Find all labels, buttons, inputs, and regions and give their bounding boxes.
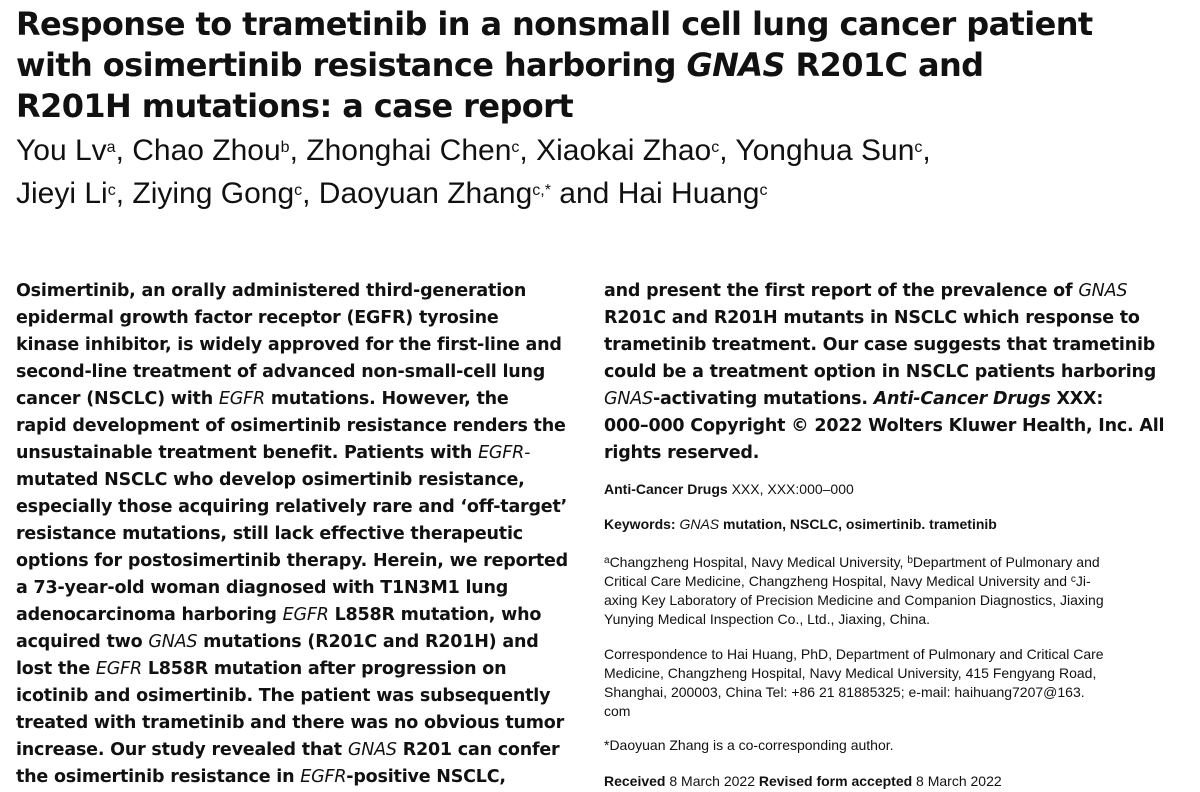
- abstract-line: second-line treatment of advanced non-sm…: [16, 362, 546, 382]
- affiliation-line: Yunying Medical Inspection Co., Ltd., Ji…: [604, 611, 931, 627]
- author-name: Yonghua Sun: [735, 134, 915, 167]
- dates-line: Received 8 March 2022 Revised form accep…: [604, 773, 1002, 789]
- author-affiliation-mark: c: [914, 139, 923, 156]
- affiliations: aChangzheng Hospital, Navy Medical Unive…: [604, 553, 1184, 629]
- author-affiliation-mark: a: [106, 139, 116, 156]
- abstract-line: could be a treatment option in NSCLC pat…: [604, 362, 1157, 382]
- abstract-line: GNAS-activating mutations. Anti-Cancer D…: [604, 389, 1104, 409]
- correspondence: Correspondence to Hai Huang, PhD, Depart…: [604, 645, 1184, 721]
- abstract-line: kinase inhibitor, is widely approved for…: [16, 335, 562, 355]
- affiliation-line: aChangzheng Hospital, Navy Medical Unive…: [604, 554, 1100, 570]
- abstract-column-2: and present the first report of the prev…: [604, 278, 1184, 467]
- keywords-line: Keywords: GNAS mutation, NSCLC, osimerti…: [604, 516, 997, 532]
- abstract-line: treated with trametinib and there was no…: [16, 713, 565, 733]
- author-name: Hai Huang: [617, 177, 760, 210]
- abstract-line: cancer (NSCLC) with EGFR mutations. Howe…: [16, 389, 509, 409]
- abstract-line: options for postosimertinib therapy. Her…: [16, 551, 568, 571]
- correspondence-line: Medicine, Changzheng Hospital, Navy Medi…: [604, 665, 1097, 681]
- abstract-line: acquired two GNAS mutations (R201C and R…: [16, 632, 539, 652]
- correspondence-line: com: [604, 703, 631, 719]
- author-name: Xiaokai Zhao: [536, 134, 712, 167]
- author-name: Jieyi Li: [16, 177, 108, 210]
- author-affiliation-mark: c: [294, 182, 303, 199]
- abstract-line: mutated NSCLC who develop osimertinib re…: [16, 470, 525, 490]
- author-affiliation-mark: b: [280, 139, 290, 156]
- gene-name: GNAS: [686, 46, 786, 84]
- co-corresponding-note: *Daoyuan Zhang is a co-corresponding aut…: [604, 737, 894, 753]
- author-affiliation-mark: c: [511, 139, 520, 156]
- author-name: Chao Zhou: [132, 134, 281, 167]
- article-title: Response to trametinib in a nonsmall cel…: [16, 4, 1186, 127]
- abstract-line: unsustainable treatment benefit. Patient…: [16, 443, 531, 463]
- abstract-line: R201C and R201H mutants in NSCLC which r…: [604, 308, 1140, 328]
- correspondence-line: Correspondence to Hai Huang, PhD, Depart…: [604, 646, 1104, 662]
- abstract-line: and present the first report of the prev…: [604, 281, 1128, 301]
- abstract-line: resistance mutations, still lack effecti…: [16, 524, 523, 544]
- abstract-line: rights reserved.: [604, 443, 760, 463]
- abstract-line: a 73-year-old woman diagnosed with T1N3M…: [16, 578, 509, 598]
- author-name: You Lv: [16, 134, 107, 167]
- received-dates: Received 8 March 2022 Revised form accep…: [604, 772, 1184, 791]
- abstract-line: icotinib and osimertinib. The patient wa…: [16, 686, 551, 706]
- author-name: Ziying Gong: [132, 177, 295, 210]
- abstract-line: the osimertinib resistance in EGFR-posit…: [16, 767, 506, 787]
- abstract-line: increase. Our study revealed that GNAS R…: [16, 740, 560, 760]
- abstract-line: especially those acquiring relatively ra…: [16, 497, 568, 517]
- abstract-line: 000–000 Copyright © 2022 Wolters Kluwer …: [604, 416, 1165, 436]
- author-list: You Lva, Chao Zhoub, Zhonghai Chenc, Xia…: [16, 134, 931, 210]
- abstract-column-1: Osimertinib, an orally administered thir…: [16, 278, 568, 791]
- title-line-1: Response to trametinib in a nonsmall cel…: [16, 5, 1093, 43]
- author-name: Daoyuan Zhang: [318, 177, 533, 210]
- author-affiliation-mark: c: [711, 139, 720, 156]
- author-affiliation-mark: c,*: [532, 182, 551, 199]
- author-name: Zhonghai Chen: [306, 134, 512, 167]
- journal-citation: Anti-Cancer Drugs XXX, XXX:000–000: [604, 480, 1184, 499]
- author-affiliation-mark: c: [759, 182, 768, 199]
- abstract-line: Osimertinib, an orally administered thir…: [16, 281, 527, 301]
- abstract-line: trametinib treatment. Our case suggests …: [604, 335, 1156, 355]
- title-line-2: with osimertinib resistance harboring GN…: [16, 46, 984, 84]
- correspondence-line: Shanghai, 200003, China Tel: +86 21 8188…: [604, 684, 1085, 700]
- abstract-line: rapid development of osimertinib resista…: [16, 416, 566, 436]
- affiliation-line: Critical Care Medicine, Changzheng Hospi…: [604, 573, 1091, 589]
- affiliation-line: axing Key Laboratory of Precision Medici…: [604, 592, 1104, 608]
- title-line-3: R201H mutations: a case report: [16, 87, 574, 125]
- keywords: Keywords: GNAS mutation, NSCLC, osimerti…: [604, 515, 1184, 534]
- abstract-line: lost the EGFR L858R mutation after progr…: [16, 659, 507, 679]
- citation-line: Anti-Cancer Drugs XXX, XXX:000–000: [604, 481, 854, 497]
- abstract-line: epidermal growth factor receptor (EGFR) …: [16, 308, 499, 328]
- abstract-line: adenocarcinoma harboring EGFR L858R muta…: [16, 605, 542, 625]
- author-affiliation-mark: c: [107, 182, 116, 199]
